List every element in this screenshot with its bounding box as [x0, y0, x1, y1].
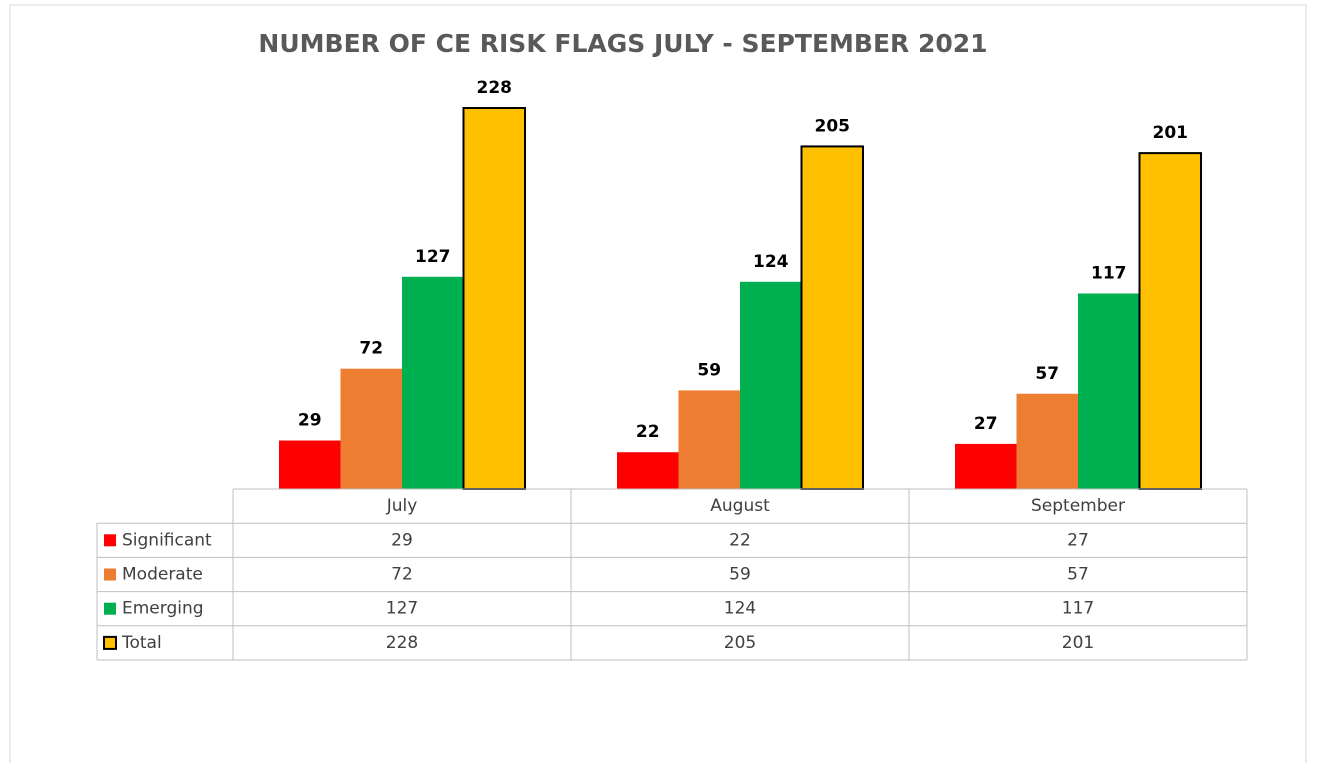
bar	[462, 107, 526, 490]
bar	[1078, 293, 1140, 489]
x-tick-label: September	[1031, 496, 1125, 516]
data-label: 201	[1153, 123, 1189, 143]
table-cell: 57	[1067, 565, 1089, 585]
legend-label: Significant	[122, 530, 212, 550]
table-cell: 117	[1062, 599, 1094, 619]
data-label: 228	[477, 78, 513, 98]
data-label: 127	[415, 247, 451, 267]
table-cell: 27	[1067, 530, 1089, 550]
chart-title: NUMBER OF CE RISK FLAGS JULY - SEPTEMBER…	[258, 29, 987, 58]
bar	[955, 443, 1017, 489]
bar	[1016, 393, 1078, 489]
table-cell: 29	[391, 530, 413, 550]
legend-label: Emerging	[122, 599, 204, 619]
x-tick-label: July	[386, 496, 418, 516]
table-cell: 124	[724, 599, 756, 619]
table-cell: 22	[729, 530, 751, 550]
bar	[1138, 152, 1202, 491]
table-cell: 59	[729, 565, 751, 585]
legend-key	[104, 568, 116, 581]
bar	[617, 452, 679, 489]
bar	[402, 276, 464, 489]
legend-label: Total	[121, 633, 162, 653]
bar	[340, 368, 402, 489]
data-label: 59	[697, 360, 721, 380]
data-label: 29	[298, 411, 322, 431]
data-label: 124	[753, 252, 789, 272]
legend-key	[104, 602, 116, 615]
data-label: 27	[974, 414, 998, 434]
data-label: 22	[636, 422, 660, 442]
table-cell: 201	[1062, 633, 1094, 653]
legend-key	[104, 534, 116, 547]
table-cell: 127	[386, 599, 418, 619]
bar	[678, 390, 740, 489]
table-cell: 72	[391, 565, 413, 585]
bar	[800, 145, 864, 490]
bar	[740, 281, 802, 489]
x-tick-label: August	[710, 496, 770, 516]
data-label: 117	[1091, 263, 1127, 283]
table-cell: 228	[386, 633, 418, 653]
bar	[279, 440, 341, 489]
data-label: 72	[359, 339, 383, 359]
data-label: 57	[1035, 364, 1059, 384]
data-label: 205	[815, 116, 851, 136]
legend-key	[103, 635, 117, 650]
legend-label: Moderate	[122, 565, 203, 585]
table-cell: 205	[724, 633, 756, 653]
